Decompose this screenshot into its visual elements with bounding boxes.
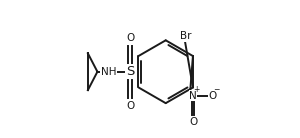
Text: +: + xyxy=(194,85,200,94)
Text: O: O xyxy=(208,91,216,101)
Text: O: O xyxy=(126,33,134,43)
Text: S: S xyxy=(126,65,134,78)
Text: −: − xyxy=(213,85,220,94)
Text: O: O xyxy=(189,117,197,127)
Text: NH: NH xyxy=(100,67,116,77)
Text: O: O xyxy=(126,101,134,111)
Text: N: N xyxy=(189,91,197,101)
Text: Br: Br xyxy=(181,31,192,41)
